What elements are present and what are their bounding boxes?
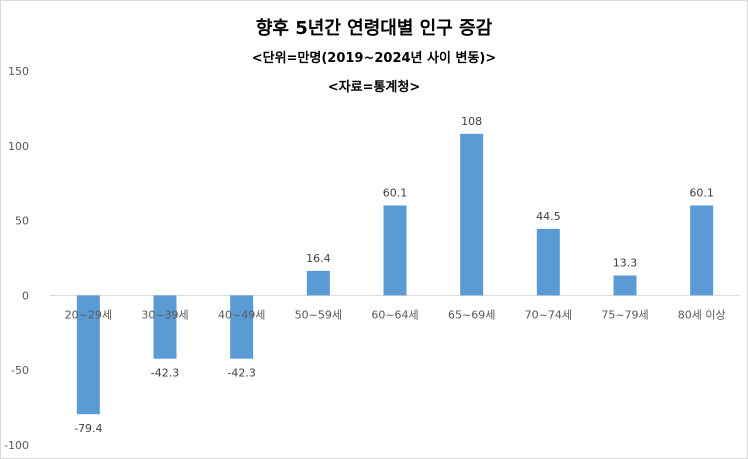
- bar: [536, 228, 560, 296]
- bar: [690, 205, 714, 296]
- x-category-label: 75~79세: [601, 308, 648, 321]
- data-label: 108: [461, 115, 482, 128]
- y-tick-label: 50: [15, 215, 29, 228]
- bar: [306, 270, 330, 296]
- y-tick-label: 0: [22, 289, 29, 302]
- chart-subtitle: <단위=만명(2019~2024년 사이 변동)>: [251, 51, 497, 66]
- data-label: 60.1: [383, 186, 408, 199]
- bar: [230, 295, 254, 359]
- y-tick-label: -100: [4, 439, 29, 452]
- bar: [460, 133, 484, 296]
- bar: [153, 295, 177, 359]
- chart-source: <자료=통계청>: [327, 80, 421, 95]
- x-category-label: 65~69세: [448, 308, 495, 321]
- x-category-label: 80세 이상: [678, 308, 726, 321]
- data-label: -42.3: [227, 367, 255, 380]
- x-category-label: 70~74세: [525, 308, 572, 321]
- data-label: 44.5: [536, 210, 561, 223]
- chart-title: 향후 5년간 연령대별 인구 증감: [255, 18, 493, 39]
- y-tick-label: 150: [8, 65, 29, 78]
- x-category-label: 60~64세: [371, 308, 418, 321]
- y-tick-label: -50: [11, 364, 29, 377]
- data-label: 60.1: [689, 186, 714, 199]
- x-category-label: 50~59세: [295, 308, 342, 321]
- bar: [76, 295, 100, 415]
- bar: [383, 205, 407, 296]
- x-category-label: 40~49세: [218, 308, 265, 321]
- x-category-label: 20~29세: [65, 308, 112, 321]
- data-label: -79.4: [74, 422, 102, 435]
- bar: [613, 275, 637, 296]
- data-label: 16.4: [306, 252, 331, 265]
- y-tick-label: 100: [8, 140, 29, 153]
- data-label: 13.3: [613, 257, 638, 270]
- x-category-label: 30~39세: [141, 308, 188, 321]
- data-label: -42.3: [151, 367, 179, 380]
